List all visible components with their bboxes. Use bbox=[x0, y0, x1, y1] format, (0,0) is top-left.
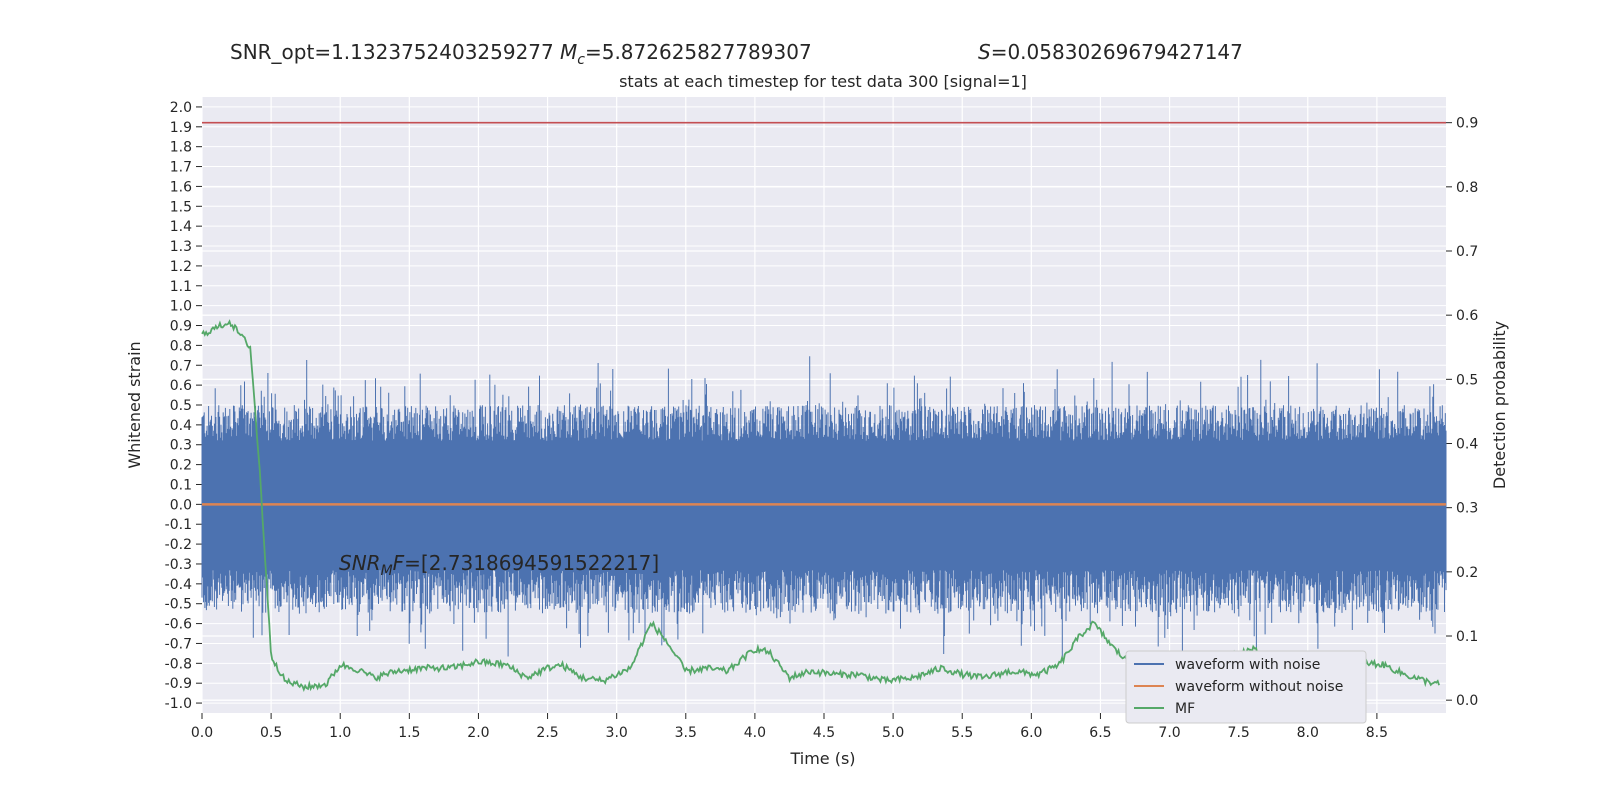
y-axis-left-label: Whitened strain bbox=[125, 341, 144, 468]
legend-box bbox=[1125, 650, 1367, 724]
y-left-tick-label: 1.9 bbox=[170, 120, 192, 136]
y-left-tick-label: -0.2 bbox=[165, 537, 192, 553]
y-left-tick-label: 0.8 bbox=[170, 338, 192, 354]
chirp-mass-text: Mc=5.872625827789307 bbox=[560, 40, 812, 68]
y-left-tick-label: 1.8 bbox=[170, 140, 192, 156]
y-left-tick-label: 1.2 bbox=[170, 259, 192, 275]
x-tick-label: 1.5 bbox=[398, 725, 420, 741]
y-left-tick-label: -0.9 bbox=[165, 676, 192, 692]
y-right-tick-label: 0.9 bbox=[1456, 116, 1478, 132]
x-tick-label: 8.0 bbox=[1297, 725, 1319, 741]
snr-opt-text: SNR_opt=1.1323752403259277 bbox=[230, 40, 554, 64]
x-tick-label: 5.5 bbox=[951, 725, 973, 741]
x-tick-label: 5.0 bbox=[882, 725, 904, 741]
y-axis-right-label: Detection probability bbox=[1490, 321, 1509, 489]
x-tick-label: 7.5 bbox=[1228, 725, 1250, 741]
y-left-tick-label: -0.4 bbox=[165, 577, 192, 593]
legend: waveform with noise waveform without noi… bbox=[1125, 650, 1367, 724]
y-right-tick-label: 0.1 bbox=[1456, 629, 1478, 645]
x-tick-label: 2.0 bbox=[467, 725, 489, 741]
legend-label-clean: waveform without noise bbox=[1175, 679, 1343, 695]
y-left-tick-label: -0.1 bbox=[165, 517, 192, 533]
y-left-tick-label: 1.6 bbox=[170, 179, 192, 195]
y-left-tick-label: 1.4 bbox=[170, 219, 192, 235]
legend-label-noise: waveform with noise bbox=[1175, 657, 1320, 673]
y-left-tick-label: 1.3 bbox=[170, 239, 192, 255]
x-tick-label: 2.5 bbox=[536, 725, 558, 741]
y-right-tick-label: 0.0 bbox=[1456, 693, 1478, 709]
snr-mf-annotation: SNRMF=[2.7318694591522217] bbox=[339, 551, 659, 579]
y-left-tick-label: 0.7 bbox=[170, 358, 192, 374]
y-right-tick-label: 0.5 bbox=[1456, 372, 1478, 388]
x-tick-label: 4.0 bbox=[744, 725, 766, 741]
x-tick-label: 8.5 bbox=[1366, 725, 1388, 741]
y-left-tick-label: -0.5 bbox=[165, 597, 192, 613]
y-right-tick-label: 0.3 bbox=[1456, 501, 1478, 517]
y-left-tick-label: -0.7 bbox=[165, 636, 192, 652]
y-left-tick-label: 1.1 bbox=[170, 279, 192, 295]
x-tick-label: 6.0 bbox=[1020, 725, 1042, 741]
y-left-tick-label: 0.6 bbox=[170, 378, 192, 394]
x-tick-label: 6.5 bbox=[1089, 725, 1111, 741]
y-left-tick-label: 1.0 bbox=[170, 299, 192, 315]
waveform-with-noise-line bbox=[201, 356, 1447, 659]
y-left-tick-label: 0.0 bbox=[170, 497, 192, 513]
chart-title: stats at each timestep for test data 300… bbox=[619, 72, 1027, 91]
y-left-tick-label: 2.0 bbox=[170, 100, 192, 116]
y-left-tick-label: -1.0 bbox=[165, 696, 192, 712]
y-right-tick-label: 0.8 bbox=[1456, 180, 1478, 196]
y-right-tick-label: 0.4 bbox=[1456, 437, 1478, 453]
y-left-tick-label: 1.7 bbox=[170, 160, 192, 176]
y-left-tick-label: -0.6 bbox=[165, 617, 192, 633]
y-left-tick-label: 0.2 bbox=[170, 458, 192, 474]
y-left-tick-label: 0.5 bbox=[170, 398, 192, 414]
y-left-tick-label: -0.8 bbox=[165, 656, 192, 672]
y-left-tick-label: 0.1 bbox=[170, 477, 192, 493]
x-tick-label: 4.5 bbox=[813, 725, 835, 741]
y-left-tick-label: 1.5 bbox=[170, 199, 192, 215]
x-tick-label: 3.5 bbox=[675, 725, 697, 741]
x-tick-label: 1.0 bbox=[329, 725, 351, 741]
x-axis-label: Time (s) bbox=[789, 749, 855, 768]
y-left-tick-label: 0.3 bbox=[170, 438, 192, 454]
legend-label-mf: MF bbox=[1175, 701, 1195, 717]
y-left-tick-label: -0.3 bbox=[165, 557, 192, 573]
y-left-tick-label: 0.9 bbox=[170, 319, 192, 335]
y-right-tick-label: 0.7 bbox=[1456, 244, 1478, 260]
s-stat-text: S=0.05830269679427147 bbox=[978, 40, 1243, 64]
axis-ticks: 0.0 0.5 1.0 1.5 2.0 2.5 3.0 3.5 4.0 4.5 5.0 5.5 6.0 6… bbox=[165, 100, 1479, 741]
x-tick-label: 0.5 bbox=[260, 725, 282, 741]
x-tick-label: 7.0 bbox=[1158, 725, 1180, 741]
y-right-tick-label: 0.6 bbox=[1456, 308, 1478, 324]
y-left-tick-label: 0.4 bbox=[170, 418, 192, 434]
x-tick-label: 3.0 bbox=[606, 725, 628, 741]
y-right-tick-label: 0.2 bbox=[1456, 565, 1478, 581]
x-tick-label: 0.0 bbox=[191, 725, 213, 741]
